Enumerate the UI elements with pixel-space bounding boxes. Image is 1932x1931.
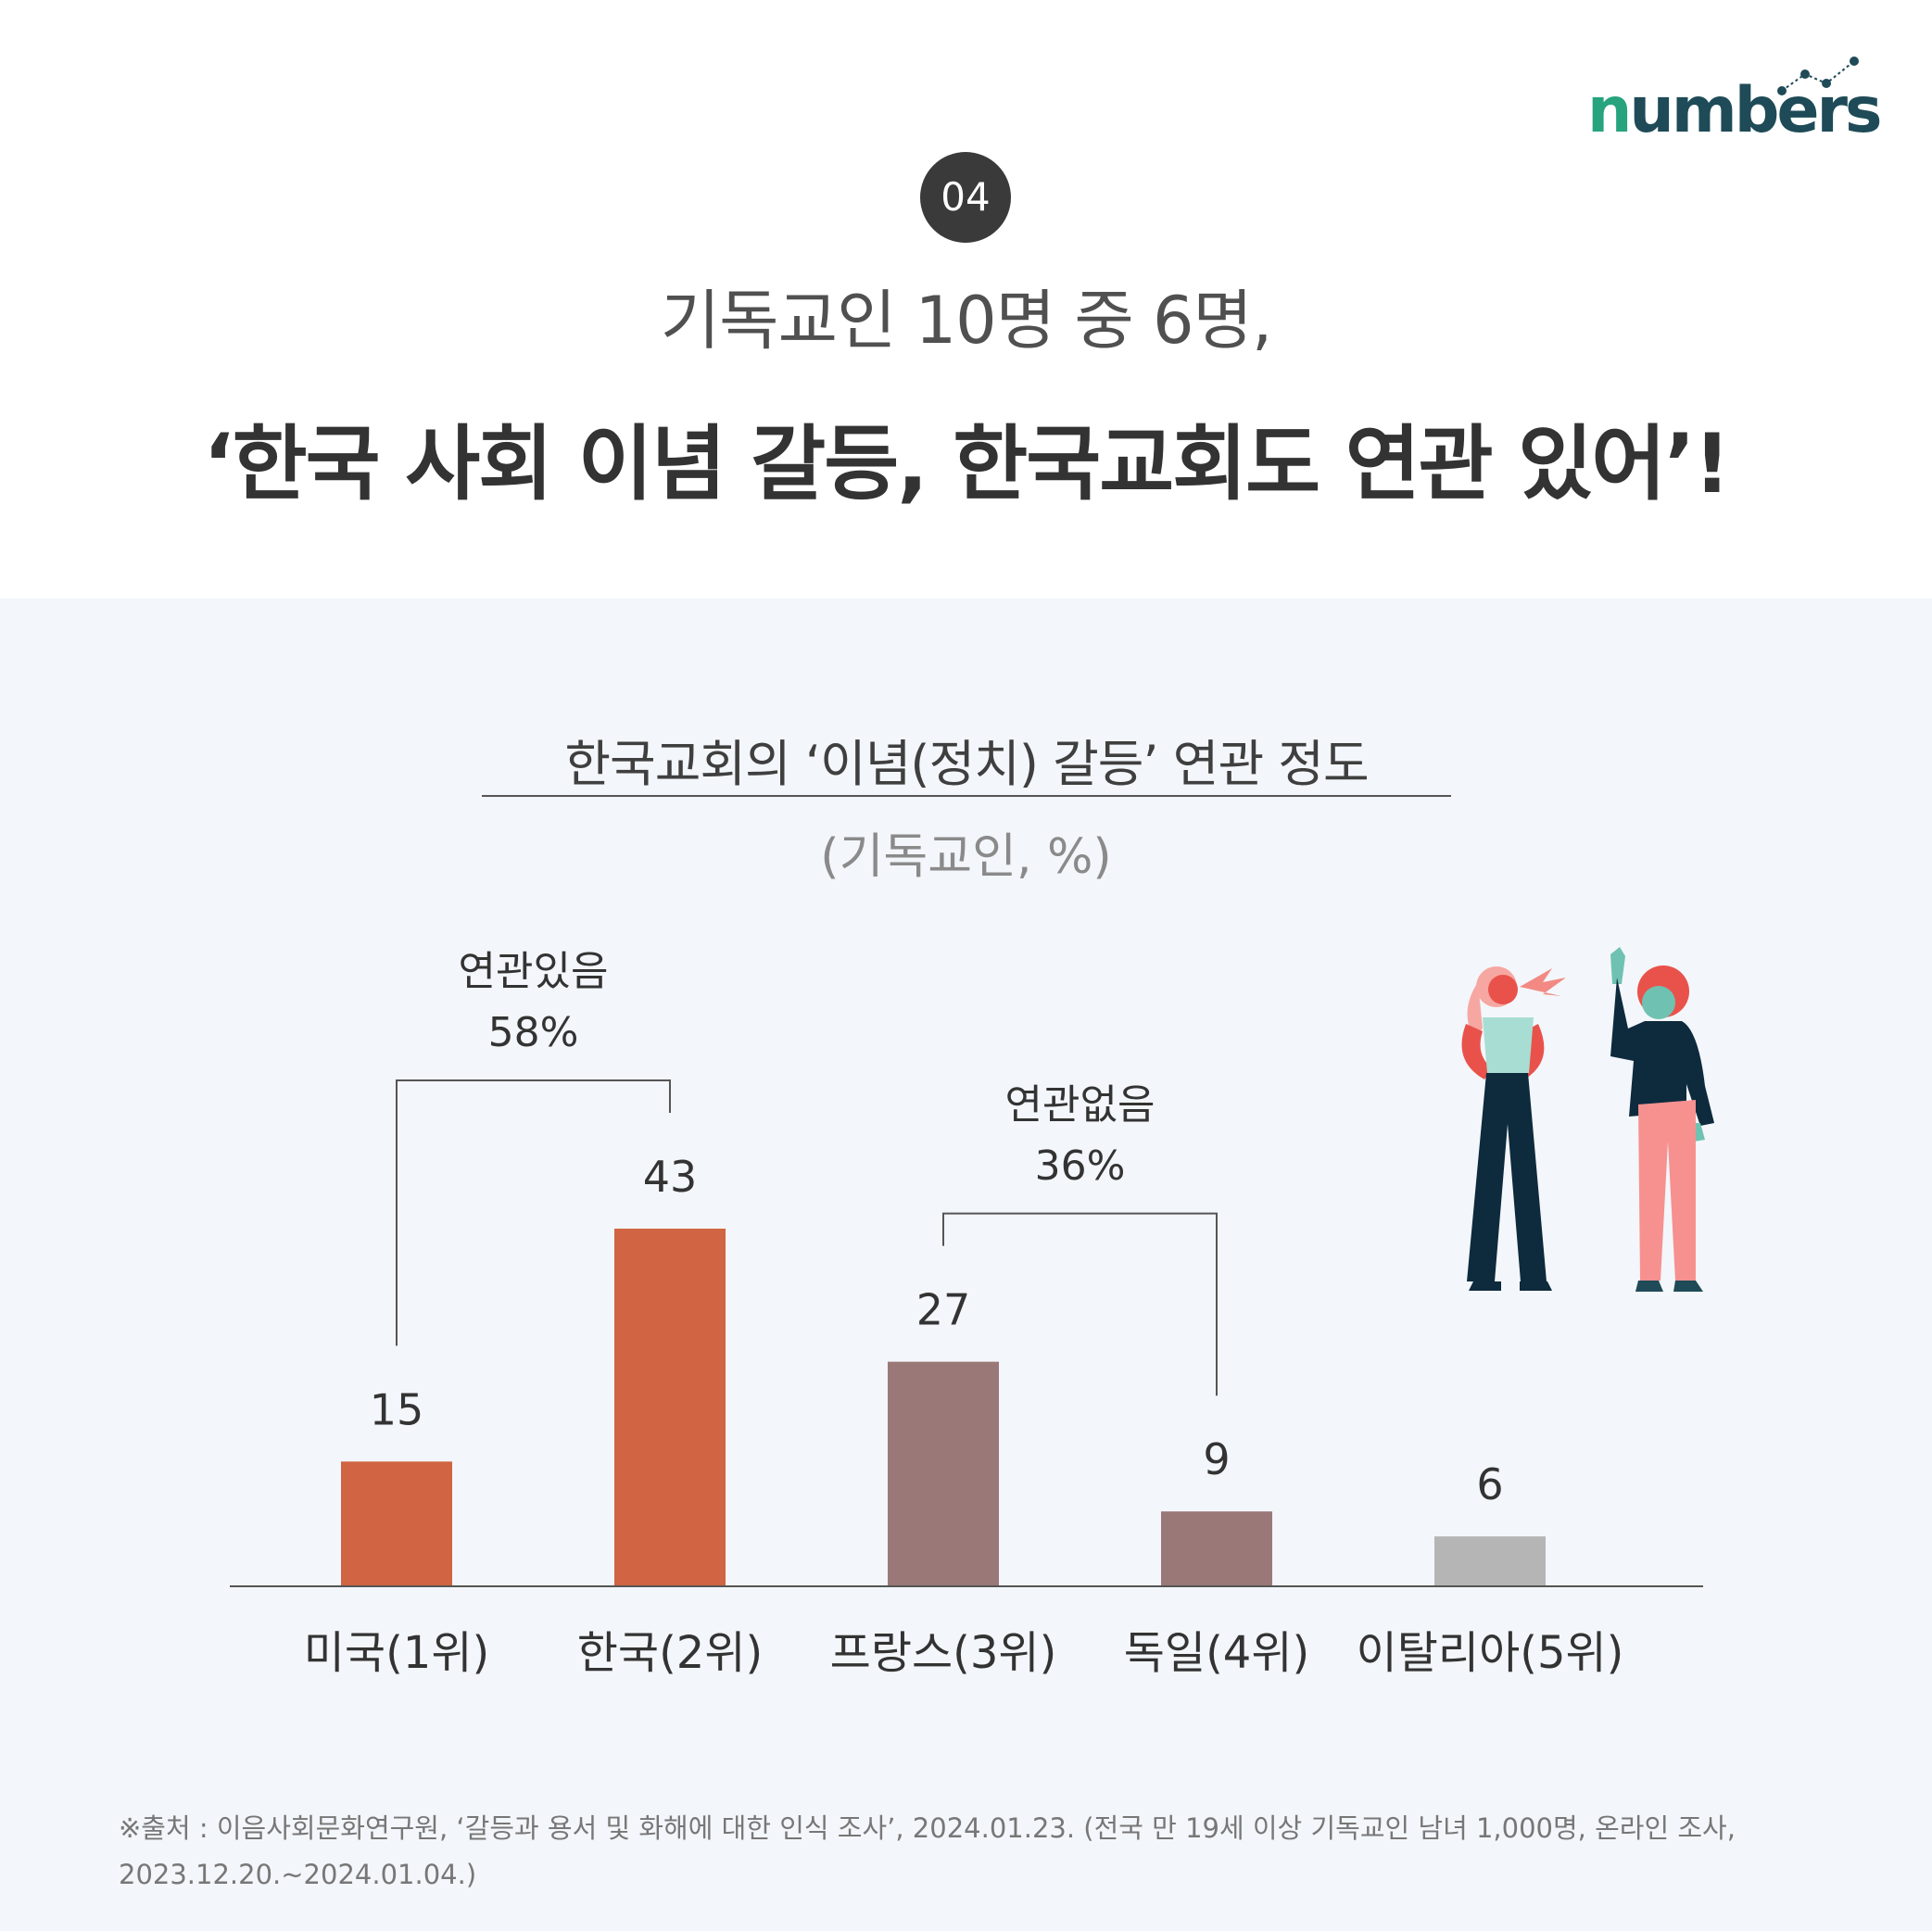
arguing-people-illustration <box>1461 947 1714 1292</box>
value-label-0: 15 <box>370 1384 424 1434</box>
page-subtitle: 기독교인 10명 중 6명, <box>660 283 1272 359</box>
category-label-4: 이탈리아(5위) <box>1357 1627 1624 1679</box>
chart-title: 한국교회의 ‘이념(정치) 갈등’ 연관 정도 <box>564 735 1369 793</box>
bar-3 <box>1161 1511 1272 1586</box>
chart-panel <box>0 599 1932 1931</box>
logo-rest: umbers <box>1629 74 1882 147</box>
group-bracket-1 <box>942 1212 1218 1396</box>
chart-unit-label: (기독교인, %) <box>820 829 1112 885</box>
logo-first-letter: n <box>1587 74 1632 147</box>
bar-2 <box>888 1361 999 1586</box>
logo-wordmark: numbers <box>1587 80 1883 143</box>
value-label-4: 6 <box>1476 1459 1503 1509</box>
group-label-unrelated-value: 36% <box>1034 1142 1126 1190</box>
bar-4 <box>1434 1536 1546 1586</box>
category-label-1: 한국(2위) <box>577 1627 763 1679</box>
group-label-related-value: 58% <box>487 1009 579 1056</box>
category-label-3: 독일(4위) <box>1124 1627 1309 1679</box>
value-label-1: 43 <box>643 1152 698 1202</box>
group-label-unrelated: 연관없음 36% <box>1005 1075 1155 1197</box>
value-label-3: 9 <box>1203 1434 1230 1484</box>
source-note: ※출처 : 이음사회문화연구원, ‘갈등과 용서 및 화해에 대한 인식 조사’… <box>119 1812 1736 1890</box>
bar-1 <box>614 1229 726 1586</box>
category-label-0: 미국(1위) <box>304 1627 489 1679</box>
group-label-related: 연관있음 58% <box>459 941 609 1064</box>
group-label-related-text: 연관있음 <box>458 948 609 995</box>
section-number-badge: 04 <box>920 152 1011 243</box>
chart-title-divider <box>482 795 1451 797</box>
group-bracket-0 <box>396 1079 671 1346</box>
logo-dots-icon <box>1777 57 1859 95</box>
value-label-2: 27 <box>916 1285 971 1335</box>
page-title: ‘한국 사회 이념 갈등, 한국교회도 연관 있어’! <box>203 416 1731 511</box>
group-label-unrelated-text: 연관없음 <box>1004 1080 1155 1129</box>
category-label-2: 프랑스(3위) <box>830 1627 1057 1679</box>
bar-0 <box>341 1461 452 1586</box>
numbers-logo: numbers <box>1587 54 1883 143</box>
header-area <box>0 0 1932 599</box>
